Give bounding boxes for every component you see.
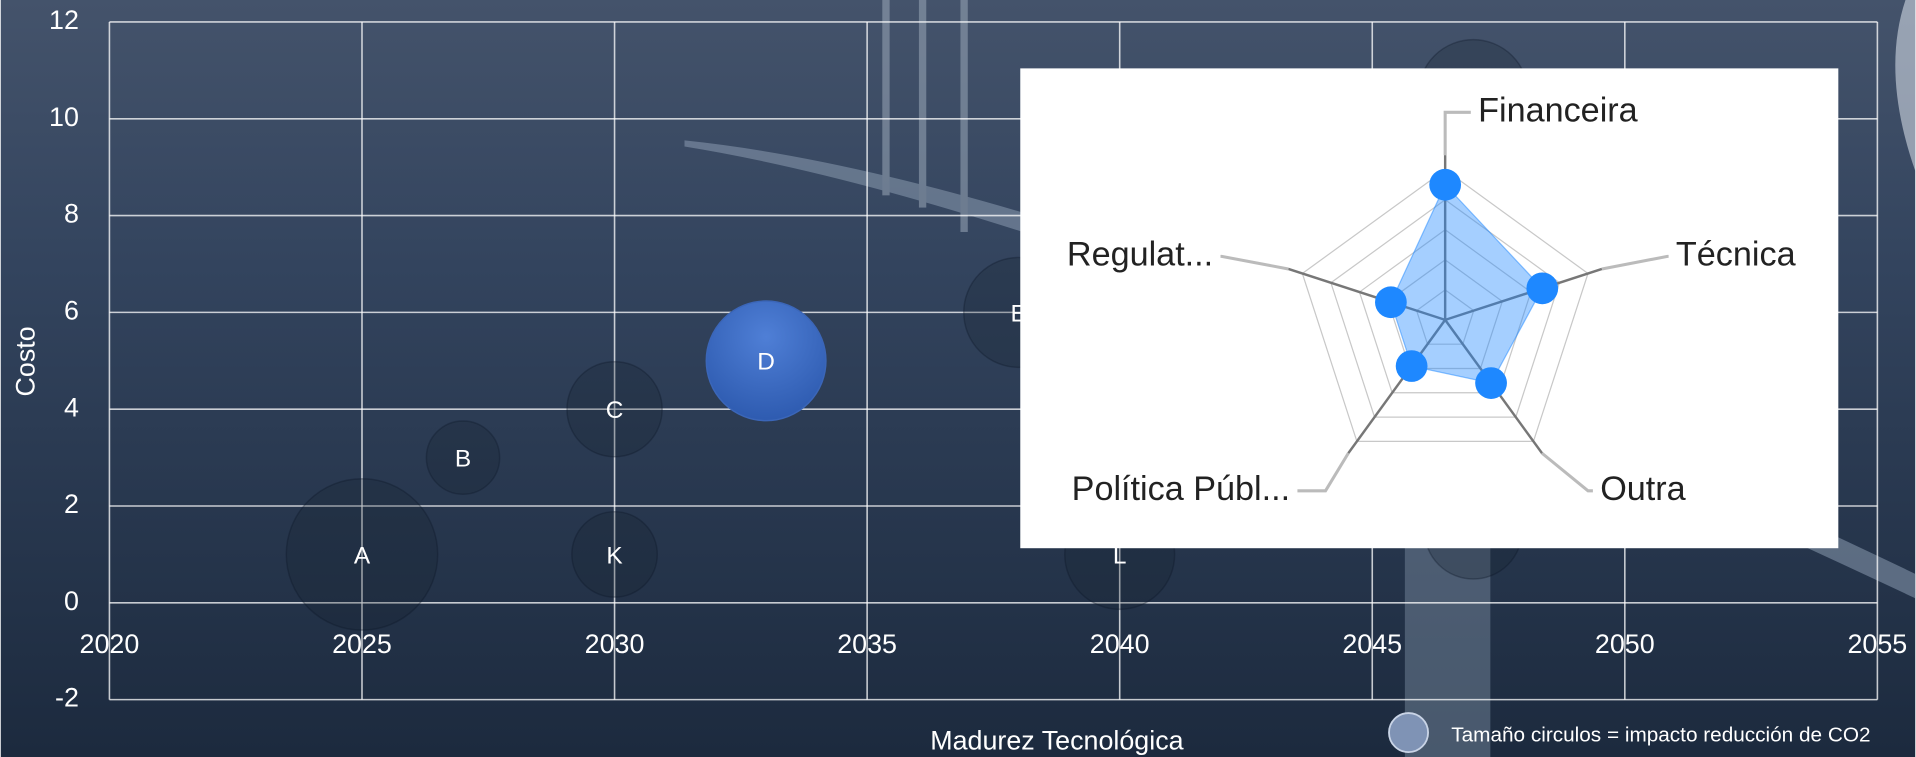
x-tick-label: 2035 [837, 629, 897, 659]
leader-line [1443, 110, 1471, 156]
radar-grid-ring [1415, 289, 1475, 345]
bubble [571, 510, 659, 598]
radar-label: Outra [1600, 470, 1685, 508]
leader-line [1297, 452, 1350, 493]
legend-note: Tamaño circulos = impacto reducción de C… [1388, 712, 1871, 754]
radar-axis [1444, 267, 1603, 322]
bubble [285, 477, 439, 631]
bubble-label: D [757, 349, 775, 376]
y-tick-label: -2 [55, 683, 79, 713]
x-tick-label: 2050 [1595, 629, 1655, 659]
bridge-photo [684, 0, 1916, 757]
bubble-label: L [1113, 542, 1127, 569]
y-tick-label: 10 [49, 102, 79, 132]
radar-label: Política Públ... [1072, 470, 1290, 508]
y-tick-label: 0 [64, 586, 79, 616]
x-tick-label: 2020 [80, 629, 140, 659]
radar-area [1390, 183, 1544, 384]
radar-label: Técnica [1676, 235, 1796, 273]
leader-line [1601, 254, 1669, 271]
bubble-label: B [455, 445, 471, 472]
x-tick-label: 2040 [1090, 629, 1150, 659]
radar-point [1526, 272, 1559, 305]
radar-label: Regulat... [1067, 235, 1213, 273]
y-axis-title: Costo [11, 326, 41, 396]
x-tick-label: 2025 [332, 629, 392, 659]
leader-line [1220, 254, 1289, 271]
y-tick-label: 8 [64, 199, 79, 229]
x-tick-label: 2045 [1342, 629, 1402, 659]
radar-point [1475, 367, 1507, 399]
radar-label: Financeira [1478, 91, 1638, 129]
radar-grid-ring [1301, 168, 1589, 443]
y-tick-label: 12 [49, 5, 79, 35]
y-tick-label: 6 [64, 295, 79, 325]
x-tick-label: 2055 [1848, 629, 1908, 659]
x-tick-label: 2030 [585, 629, 645, 659]
radar-point [1429, 168, 1462, 201]
legend-swatch [1388, 712, 1429, 754]
leader-line [1541, 452, 1593, 493]
y-tick-label: 4 [64, 392, 79, 422]
bubble-label: C [606, 397, 624, 424]
bubble-label: K [606, 542, 622, 569]
legend-text: Tamaño circulos = impacto reducción de C… [1451, 724, 1870, 747]
bubble [705, 300, 827, 422]
radar-point [1375, 286, 1407, 319]
radar-point [1395, 350, 1428, 382]
bubble [566, 360, 663, 458]
bubble-label: A [354, 542, 371, 569]
radar-grid-ring [1330, 198, 1561, 418]
radar-axis [1288, 267, 1446, 322]
radar-axis [1347, 319, 1447, 454]
bubble [425, 420, 501, 495]
y-tick-label: 2 [64, 489, 79, 519]
x-axis-title: Madurez Tecnológica [930, 725, 1183, 755]
radar-panel [1020, 68, 1839, 549]
radar-grid-ring [1358, 229, 1532, 394]
